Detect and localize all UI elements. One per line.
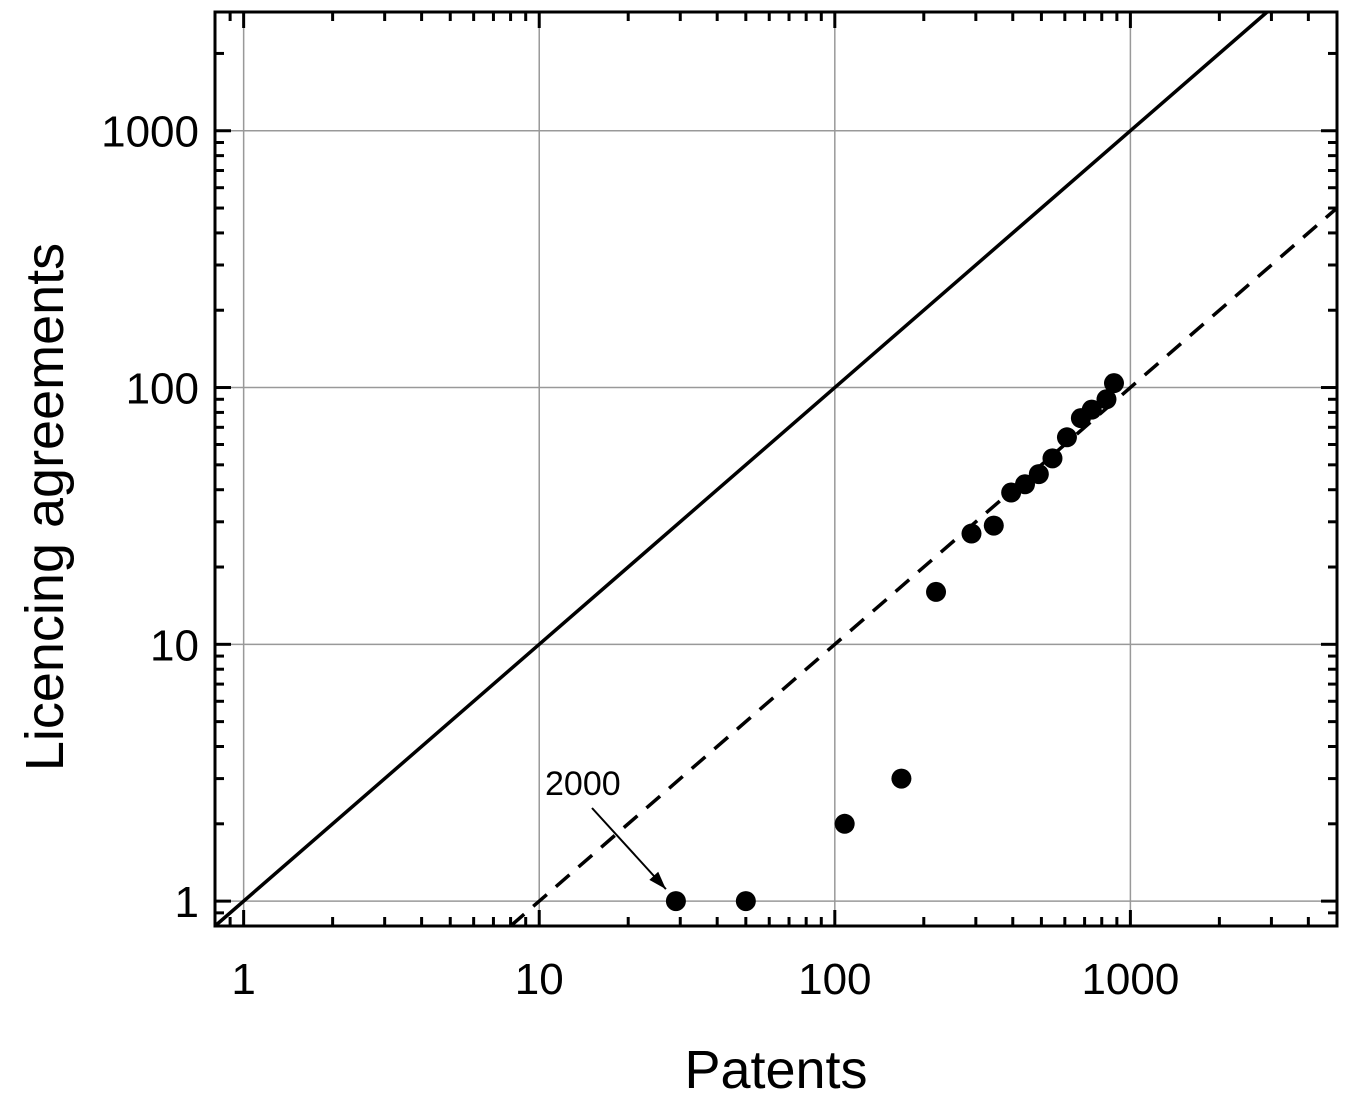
y-tick-label: 10 bbox=[150, 621, 199, 670]
y-axis-title: Licencing agreements bbox=[15, 243, 75, 771]
data-point bbox=[1096, 389, 1117, 410]
annotation-label: 2000 bbox=[545, 765, 621, 803]
x-tick-labels: 1 10 100 1000 bbox=[231, 955, 1179, 1004]
y-tick-label: 100 bbox=[126, 365, 199, 414]
data-point bbox=[1056, 427, 1077, 448]
annotation-arrowhead bbox=[649, 871, 666, 890]
grid bbox=[215, 12, 1337, 926]
x-tick-label: 100 bbox=[798, 955, 871, 1004]
reference-lines bbox=[213, 10, 1339, 928]
data-point bbox=[961, 523, 982, 544]
reference-line-solid bbox=[213, 10, 1269, 928]
y-tick-label: 1 bbox=[175, 878, 199, 927]
x-tick-label: 1 bbox=[231, 955, 255, 1004]
data-point bbox=[1042, 448, 1063, 469]
data-point bbox=[926, 581, 947, 602]
y-tick-labels: 1 10 100 1000 bbox=[101, 108, 199, 927]
x-tick-label: 1000 bbox=[1081, 955, 1179, 1004]
data-point bbox=[983, 515, 1004, 536]
annotation-arrow bbox=[591, 807, 667, 890]
data-point bbox=[665, 891, 686, 912]
data-point bbox=[735, 891, 756, 912]
x-axis-title: Patents bbox=[684, 1040, 867, 1100]
plot-frame bbox=[213, 10, 1339, 928]
annotations: 2000 bbox=[545, 765, 667, 890]
data-point bbox=[1103, 373, 1124, 394]
reference-line-dashed bbox=[509, 206, 1339, 928]
x-tick-label: 10 bbox=[515, 955, 564, 1004]
y-tick-label: 1000 bbox=[101, 108, 199, 157]
data-point bbox=[1015, 474, 1036, 495]
ticks bbox=[213, 12, 1339, 928]
data-point bbox=[1028, 464, 1049, 485]
data-point bbox=[891, 768, 912, 789]
data-point bbox=[834, 813, 855, 834]
data-point bbox=[1081, 399, 1102, 420]
data-points bbox=[665, 373, 1124, 912]
